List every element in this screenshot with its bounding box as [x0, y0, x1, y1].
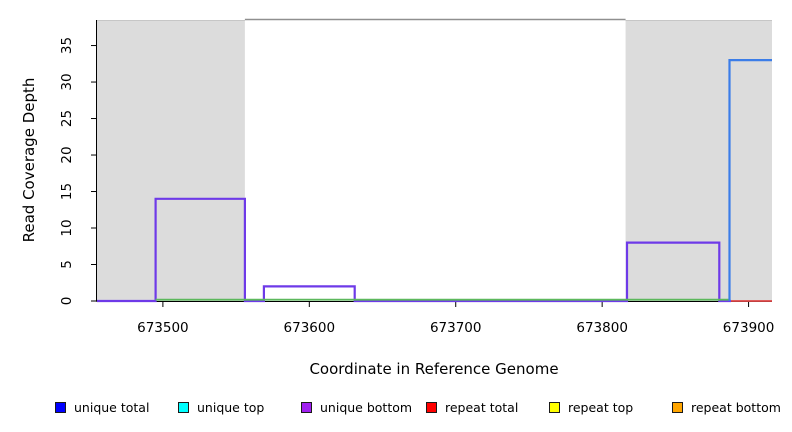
legend-swatch-unique-top	[178, 401, 189, 413]
x-tick-label-673500: 673500	[137, 320, 189, 336]
legend-label-repeat-total: repeat total	[445, 399, 519, 415]
x-tick-label-673800: 673800	[576, 320, 628, 336]
legend-label-unique-bottom: unique bottom	[320, 399, 413, 415]
legend-item-unique-total: unique total	[55, 399, 150, 415]
repeat-region-right	[625, 20, 772, 302]
legend-item-unique-bottom: unique bottom	[301, 399, 413, 415]
x-axis-title: Coordinate in Reference Genome	[309, 360, 559, 378]
legend-label-repeat-top: repeat top	[568, 399, 634, 415]
y-tick-label-15: 15	[59, 183, 75, 200]
x-tick-label-673600: 673600	[284, 320, 336, 336]
x-tick-label-673900: 673900	[723, 320, 775, 336]
y-tick-label-20: 20	[59, 146, 75, 163]
legend-item-repeat-bottom: repeat bottom	[672, 399, 781, 415]
legend-label-repeat-bottom: repeat bottom	[691, 399, 781, 415]
y-tick-label-35: 35	[59, 37, 75, 54]
legend-label-unique-top: unique top	[197, 399, 265, 415]
y-tick-label-25: 25	[59, 110, 75, 127]
legend-swatch-repeat-top	[549, 401, 560, 413]
series-blue-step-spike	[728, 58, 772, 301]
legend-item-repeat-total: repeat total	[426, 399, 519, 415]
y-tick-label-10: 10	[59, 219, 75, 236]
legend-item-repeat-top: repeat top	[549, 399, 634, 415]
legend-swatch-repeat-total	[426, 401, 437, 413]
legend-item-unique-top: unique top	[178, 399, 265, 415]
y-tick-label-0: 0	[59, 297, 75, 306]
legend-swatch-unique-bottom	[301, 401, 312, 413]
y-axis-title: Read Coverage Depth	[20, 77, 38, 243]
legend-swatch-unique-total	[55, 401, 66, 413]
x-tick-label-673700: 673700	[430, 320, 482, 336]
y-tick-label-30: 30	[59, 73, 75, 90]
y-tick-label-5: 5	[59, 260, 75, 269]
legend-label-unique-total: unique total	[74, 399, 150, 415]
repeat-region-left	[97, 20, 245, 302]
legend-swatch-repeat-bottom	[672, 401, 683, 413]
series-purple-step-unique-bottom	[97, 197, 731, 303]
